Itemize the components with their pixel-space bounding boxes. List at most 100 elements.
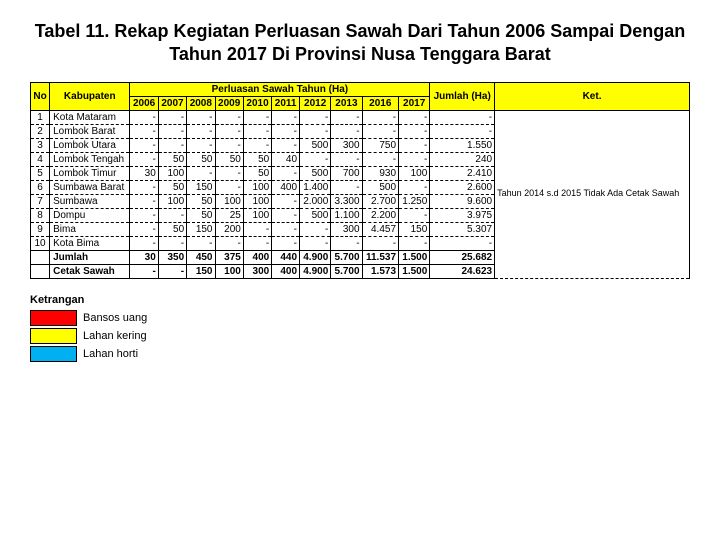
legend-label: Lahan kering (83, 330, 147, 342)
cell-jumlah: - (430, 124, 495, 138)
cell-value: - (158, 138, 186, 152)
cell-value: 400 (243, 250, 271, 264)
cell-value: 300 (243, 264, 271, 278)
cell-jumlah: - (430, 236, 495, 250)
cell-value: 400 (272, 180, 300, 194)
legend-color-box (30, 346, 77, 362)
cell-value: 300 (331, 222, 362, 236)
col-year: 2007 (158, 96, 186, 110)
cell-value: - (300, 110, 331, 124)
cell-no: 9 (31, 222, 50, 236)
cell-value: 100 (158, 194, 186, 208)
cell-jumlah: 2.600 (430, 180, 495, 194)
cell-value: 150 (399, 222, 430, 236)
cell-value: - (158, 110, 186, 124)
cell-jumlah: 25.682 (430, 250, 495, 264)
cell-value: - (399, 208, 430, 222)
cell-value: 11.537 (362, 250, 398, 264)
cell-value: - (215, 166, 243, 180)
cell-jumlah: 1.550 (430, 138, 495, 152)
cell-value: - (362, 152, 398, 166)
legend: Ketrangan Bansos uangLahan keringLahan h… (30, 294, 690, 362)
cell-value: - (130, 208, 158, 222)
page-title: Tabel 11. Rekap Kegiatan Perluasan Sawah… (30, 20, 690, 67)
col-year: 2011 (272, 96, 300, 110)
cell-value: - (399, 124, 430, 138)
cell-value: 30 (130, 250, 158, 264)
cell-value: 400 (272, 264, 300, 278)
cell-no: 5 (31, 166, 50, 180)
cell-value: - (399, 180, 430, 194)
cell-kabupaten: Jumlah (50, 250, 130, 264)
cell-value: - (187, 166, 215, 180)
cell-value: - (158, 124, 186, 138)
cell-value: 1.100 (331, 208, 362, 222)
cell-value: - (215, 110, 243, 124)
cell-value: - (130, 152, 158, 166)
cell-value: 4.457 (362, 222, 398, 236)
cell-no (31, 264, 50, 278)
cell-value: 150 (187, 264, 215, 278)
cell-value: 150 (187, 222, 215, 236)
cell-no: 10 (31, 236, 50, 250)
cell-value: 450 (187, 250, 215, 264)
main-table: No Kabupaten Perluasan Sawah Tahun (Ha) … (30, 82, 690, 279)
cell-value: 200 (215, 222, 243, 236)
cell-value: - (362, 110, 398, 124)
cell-value: 100 (243, 180, 271, 194)
cell-value: 1.400 (300, 180, 331, 194)
cell-value: - (272, 208, 300, 222)
cell-value: 500 (300, 208, 331, 222)
cell-value: - (243, 124, 271, 138)
cell-value: - (399, 110, 430, 124)
cell-value: - (243, 236, 271, 250)
cell-value: - (272, 194, 300, 208)
col-kabupaten: Kabupaten (50, 82, 130, 110)
cell-no: 7 (31, 194, 50, 208)
cell-jumlah: 9.600 (430, 194, 495, 208)
cell-kabupaten: Lombok Utara (50, 138, 130, 152)
col-perluasan: Perluasan Sawah Tahun (Ha) (130, 82, 430, 96)
cell-kabupaten: Kota Mataram (50, 110, 130, 124)
cell-no: 2 (31, 124, 50, 138)
cell-no: 1 (31, 110, 50, 124)
cell-value: - (215, 138, 243, 152)
cell-value: - (362, 124, 398, 138)
col-year: 2008 (187, 96, 215, 110)
cell-no: 6 (31, 180, 50, 194)
cell-value: - (130, 180, 158, 194)
cell-value: - (243, 222, 271, 236)
col-jumlah: Jumlah (Ha) (430, 82, 495, 110)
cell-value: - (187, 138, 215, 152)
cell-value: - (130, 264, 158, 278)
legend-label: Lahan horti (83, 348, 138, 360)
cell-value: 4.900 (300, 250, 331, 264)
cell-value: 2.700 (362, 194, 398, 208)
cell-value: - (130, 194, 158, 208)
cell-value: 3.300 (331, 194, 362, 208)
cell-value: - (130, 124, 158, 138)
legend-item: Lahan horti (30, 346, 690, 362)
cell-value: - (331, 152, 362, 166)
cell-kabupaten: Lombok Tengah (50, 152, 130, 166)
cell-value: - (215, 180, 243, 194)
cell-jumlah: 240 (430, 152, 495, 166)
cell-value: 5.700 (331, 250, 362, 264)
cell-value: 30 (130, 166, 158, 180)
cell-value: - (272, 124, 300, 138)
cell-value: 50 (187, 208, 215, 222)
cell-value: - (399, 236, 430, 250)
cell-value: 100 (215, 194, 243, 208)
cell-value: 50 (243, 166, 271, 180)
cell-value: - (331, 110, 362, 124)
cell-value: 700 (331, 166, 362, 180)
col-ket: Ket. (495, 82, 690, 110)
col-year: 2009 (215, 96, 243, 110)
cell-value: - (331, 236, 362, 250)
cell-value: - (272, 236, 300, 250)
cell-kabupaten: Sumbawa Barat (50, 180, 130, 194)
col-year: 2012 (300, 96, 331, 110)
cell-value: 50 (158, 152, 186, 166)
cell-value: - (300, 236, 331, 250)
col-year: 2017 (399, 96, 430, 110)
